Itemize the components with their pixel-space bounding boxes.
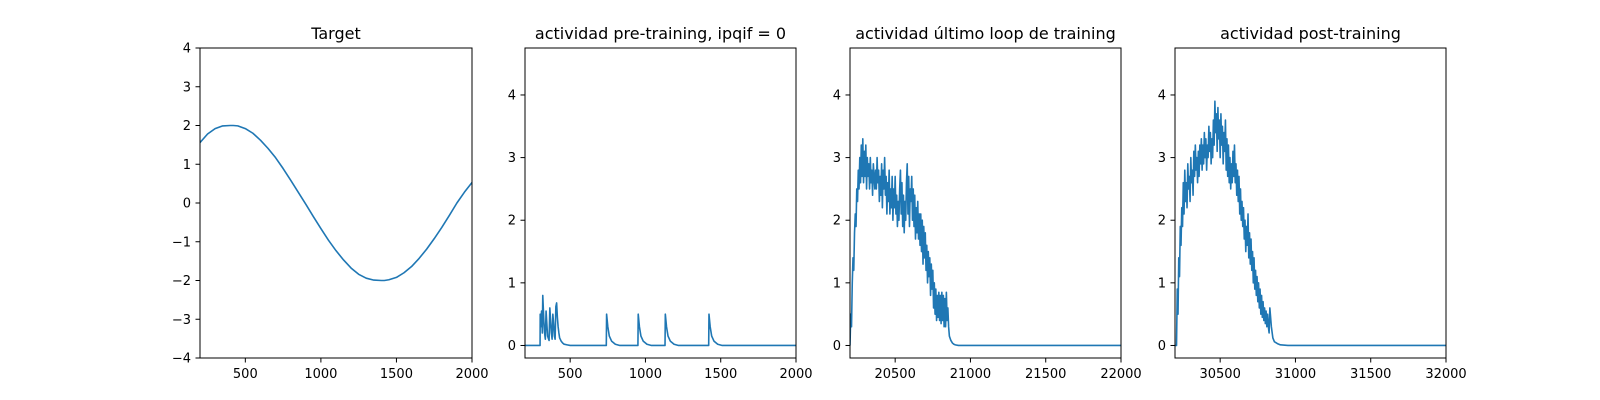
axes-frame [849,47,1122,359]
x-tick-label: 21000 [950,367,991,382]
x-tick-label: 32000 [1425,367,1466,382]
y-tick-label: 3 [183,80,191,95]
series-line-1 [1175,100,1446,347]
y-tick-label: 1 [1158,276,1166,291]
y-tick-label: 1 [183,158,191,173]
y-tick-label: 2 [508,214,516,229]
y-tick-label: 4 [833,88,841,103]
x-tick-label: 22000 [1100,367,1141,382]
x-tick-label: 1500 [380,367,413,382]
y-tick-label: 2 [183,119,191,134]
y-tick-label: 4 [183,42,191,57]
y-tick-label: 3 [833,151,841,166]
chart-title: actividad pre-training, ipqif = 0 [535,24,786,43]
y-tick-label: 0 [508,339,516,354]
x-tick-label: 30500 [1199,367,1240,382]
chart-title: Target [310,24,361,43]
subplot-4: 30500 31000 31500 32000 0 1 2 3 4 actividad post-… [1158,24,1467,382]
y-tick-label: 4 [1158,88,1166,103]
subplot-3: 20500 21000 21500 22000 0 1 2 3 4 actividad últim… [833,24,1142,382]
chart-title: actividad último loop de training [855,24,1116,43]
y-tick-label: −2 [172,274,191,289]
x-tick-label: 20500 [874,367,915,382]
x-tick-label: 31500 [1350,367,1391,382]
y-tick-label: 0 [833,339,841,354]
series-line-1 [525,294,796,347]
y-tick-label: 2 [1158,214,1166,229]
axes-frame [1174,47,1447,359]
y-tick-label: 1 [508,276,516,291]
subplot-1: 500 1000 1500 2000 −4 −3 −2 −1 0 1 2 3 4 Target [172,24,489,382]
x-tick-label: 21500 [1025,367,1066,382]
y-tick-label: 3 [508,151,516,166]
y-tick-label: −1 [172,235,191,250]
series-line-1 [850,138,1121,347]
subplot-2: 500 1000 1500 2000 0 1 2 3 4 actividad pre-traini… [508,24,813,382]
x-tick-label: 1000 [304,367,337,382]
y-tick-label: 0 [1158,339,1166,354]
y-tick-label: 4 [508,88,516,103]
x-tick-label: 500 [233,367,258,382]
y-tick-label: 1 [833,276,841,291]
series-line-1 [200,124,472,282]
y-tick-label: 2 [833,214,841,229]
x-tick-label: 2000 [779,367,812,382]
y-tick-label: 3 [1158,151,1166,166]
x-tick-label: 500 [558,367,583,382]
axes-frame [524,47,797,359]
x-tick-label: 2000 [455,367,488,382]
x-tick-label: 1500 [704,367,737,382]
x-tick-label: 1000 [629,367,662,382]
y-tick-label: −3 [172,313,191,328]
y-tick-label: −4 [172,352,191,367]
chart-title: actividad post-training [1220,24,1401,43]
x-tick-label: 31000 [1275,367,1316,382]
y-tick-label: 0 [183,197,191,212]
